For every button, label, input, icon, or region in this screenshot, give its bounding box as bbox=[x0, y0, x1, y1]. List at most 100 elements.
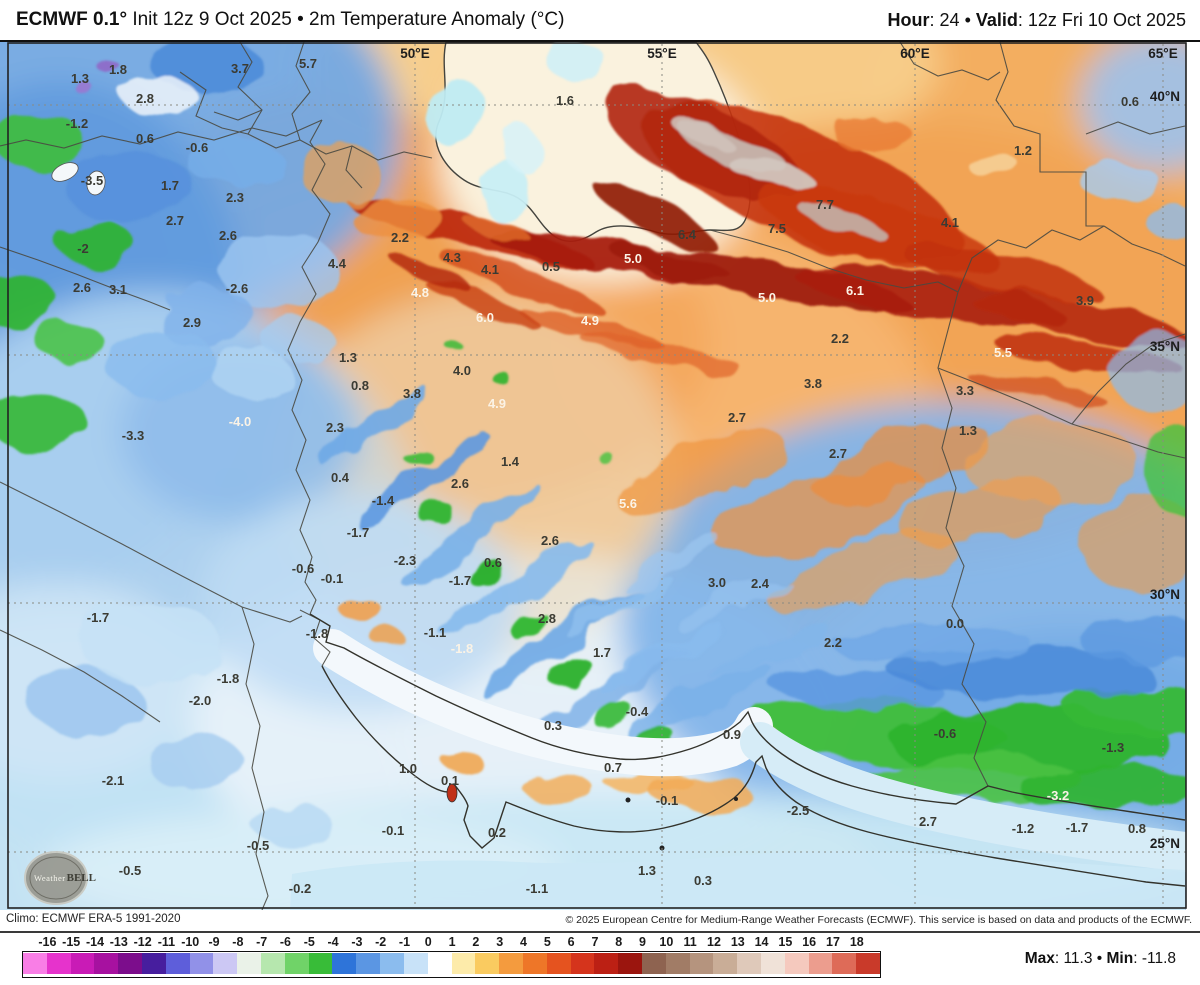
anomaly-value-label: 4.0 bbox=[453, 363, 471, 378]
colorbar-tick: -10 bbox=[181, 935, 200, 949]
anomaly-value-label: -1.1 bbox=[526, 881, 548, 896]
colorbar-cell bbox=[808, 953, 833, 974]
colorbar-cell bbox=[284, 953, 310, 974]
colorbar-tick: -14 bbox=[85, 935, 105, 949]
anomaly-value-label: 0.3 bbox=[544, 718, 562, 733]
colorbar-cell bbox=[832, 953, 857, 974]
anomaly-value-label: 0.6 bbox=[1121, 94, 1139, 109]
anomaly-value-label: -0.6 bbox=[186, 140, 208, 155]
colorbar-tick: -5 bbox=[303, 935, 315, 949]
anomaly-value-label: 6.1 bbox=[846, 283, 864, 298]
anomaly-value-label: 3.0 bbox=[708, 575, 726, 590]
anomaly-value-label: -0.4 bbox=[626, 704, 649, 719]
colorbar-tick: 7 bbox=[591, 935, 599, 949]
colorbar-cell bbox=[189, 953, 214, 974]
anomaly-value-label: 2.6 bbox=[219, 228, 237, 243]
valid-value: : 12z Fri 10 Oct 2025 bbox=[1017, 10, 1186, 30]
footer-divider bbox=[0, 931, 1200, 933]
colorbar-cell bbox=[380, 953, 405, 974]
colorbar-cell bbox=[594, 953, 619, 974]
anomaly-value-label: -2.0 bbox=[189, 693, 211, 708]
colorbar-cell bbox=[356, 953, 381, 974]
colorbar-cell bbox=[689, 953, 714, 974]
colorbar-cell bbox=[856, 953, 881, 974]
colorbar-tick: -11 bbox=[157, 935, 176, 949]
anomaly-value-label: -3.3 bbox=[122, 428, 144, 443]
anomaly-value-label: 2.9 bbox=[183, 315, 201, 330]
anomaly-value-label: 1.4 bbox=[501, 454, 520, 469]
anomaly-value-label: 2.8 bbox=[136, 91, 154, 106]
colorbar-cell bbox=[451, 953, 476, 974]
copyright-note: © 2025 European Centre for Medium-Range … bbox=[565, 914, 1192, 926]
anomaly-value-label: -2.5 bbox=[787, 803, 809, 818]
anomaly-value-label: 3.8 bbox=[403, 386, 421, 401]
anomaly-value-label: 3.7 bbox=[231, 61, 249, 76]
bahrain-island bbox=[446, 783, 458, 803]
anomaly-value-label: 0.5 bbox=[542, 259, 560, 274]
valid-label: Valid bbox=[975, 10, 1018, 30]
colorbar-tick: -4 bbox=[327, 935, 339, 949]
anomaly-value-label: 3.8 bbox=[804, 376, 822, 391]
grid-label-lat: 30°N bbox=[1150, 587, 1180, 602]
anomaly-value-label: 2.3 bbox=[226, 190, 244, 205]
colorbar-tick: 2 bbox=[472, 935, 480, 949]
anomaly-value-label: 6.0 bbox=[476, 310, 494, 325]
anomaly-value-label: 5.7 bbox=[299, 56, 317, 71]
anomaly-value-label: -1.2 bbox=[1012, 821, 1034, 836]
anomaly-value-label: -0.6 bbox=[934, 726, 956, 741]
valid-time: Hour: 24 • Valid: 12z Fri 10 Oct 2025 bbox=[888, 10, 1186, 31]
colorbar-tick: 14 bbox=[754, 935, 769, 949]
colorbar-cell bbox=[213, 953, 238, 974]
anomaly-value-label: 1.7 bbox=[161, 178, 179, 193]
anomaly-value-label: 2.7 bbox=[728, 410, 746, 425]
colorbar-tick: 4 bbox=[520, 935, 527, 949]
anomaly-value-label: 6.4 bbox=[678, 227, 697, 242]
anomaly-value-label: -1.3 bbox=[1102, 740, 1124, 755]
anomaly-value-label: 3.1 bbox=[109, 282, 127, 297]
colorbar-tick: -16 bbox=[38, 935, 57, 949]
max-value: : 11.3 • bbox=[1054, 950, 1107, 967]
grid-label-lon: 50°E bbox=[400, 46, 429, 61]
colorbar-cell bbox=[665, 953, 691, 974]
anomaly-value-label: -4.0 bbox=[229, 414, 251, 429]
colorbar-tick: 5 bbox=[543, 935, 551, 949]
anomaly-value-label: -1.8 bbox=[306, 626, 328, 641]
colorbar-tick: 12 bbox=[707, 935, 721, 949]
colorbar bbox=[22, 951, 881, 978]
lakes bbox=[51, 162, 106, 196]
colorbar-cell bbox=[237, 953, 262, 974]
grid-label-lon: 55°E bbox=[647, 46, 676, 61]
anomaly-value-label: -3.5 bbox=[81, 173, 103, 188]
colorbar-cell bbox=[142, 953, 167, 974]
colorbar-tick: 10 bbox=[659, 935, 674, 949]
colorbar-cell bbox=[737, 953, 762, 974]
grid-label-lat: 25°N bbox=[1150, 836, 1180, 851]
anomaly-value-label: -1.7 bbox=[449, 573, 471, 588]
anomaly-value-label: 4.3 bbox=[443, 250, 461, 265]
colorbar-tick: 6 bbox=[567, 935, 575, 949]
anomaly-value-label: 0.8 bbox=[351, 378, 369, 393]
colorbar-tick: 0 bbox=[424, 935, 432, 949]
colorbar-cell bbox=[713, 953, 738, 974]
colorbar-tick: -8 bbox=[232, 935, 244, 949]
colorbar-tick: -15 bbox=[62, 935, 81, 949]
anomaly-value-label: -1.2 bbox=[66, 116, 88, 131]
max-min-stats: Max: 11.3 • Min: -11.8 bbox=[1025, 950, 1176, 968]
anomaly-value-label: 3.9 bbox=[1076, 293, 1094, 308]
colorbar-tick: 13 bbox=[730, 935, 745, 949]
anomaly-value-label: 0.9 bbox=[723, 727, 741, 742]
colorbar-cell bbox=[618, 953, 643, 974]
grid-label-lon: 60°E bbox=[900, 46, 929, 61]
colorbar-cell bbox=[427, 953, 452, 974]
anomaly-value-label: 0.1 bbox=[441, 773, 459, 788]
colorbar-cell bbox=[118, 953, 143, 974]
colorbar-cell bbox=[522, 953, 548, 974]
anomaly-value-label: 2.6 bbox=[451, 476, 469, 491]
colorbar-tick: -3 bbox=[351, 935, 363, 949]
anomaly-value-label: 2.6 bbox=[73, 280, 91, 295]
product-title: ECMWF 0.1° Init 12z 9 Oct 2025 • 2m Temp… bbox=[16, 9, 564, 31]
anomaly-value-label: 7.5 bbox=[768, 221, 786, 236]
colorbar-cell bbox=[308, 953, 333, 974]
anomaly-value-label: -1.7 bbox=[347, 525, 369, 540]
